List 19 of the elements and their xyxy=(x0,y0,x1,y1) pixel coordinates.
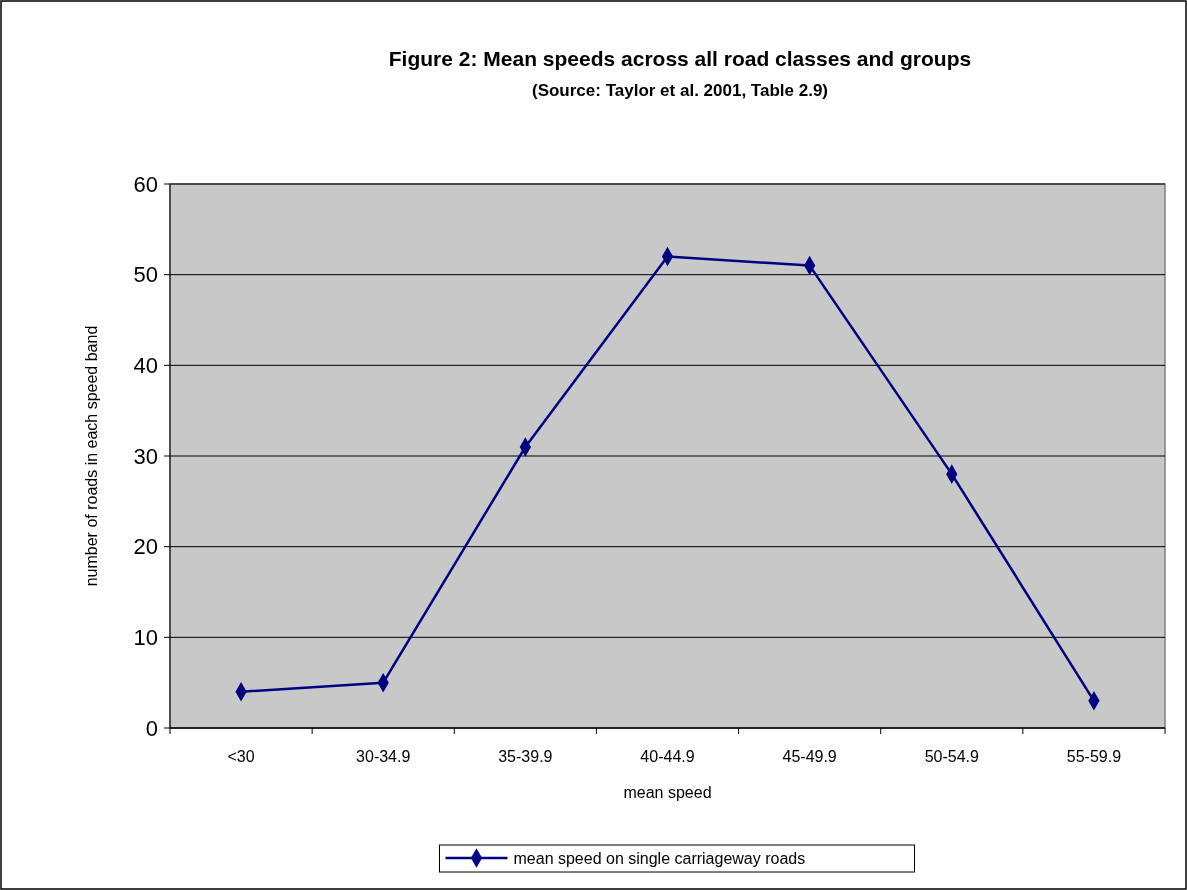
x-tick-label: 40-44.9 xyxy=(640,748,695,765)
y-tick-label: 10 xyxy=(133,625,158,651)
chart-subtitle: (Source: Taylor et al. 2001, Table 2.9) xyxy=(531,81,829,100)
x-tick-label: 45-49.9 xyxy=(782,748,837,765)
chart-title: Figure 2: Mean speeds across all road classes and groups xyxy=(388,47,972,70)
y-tick-label: 50 xyxy=(133,262,158,288)
y-tick-label: 30 xyxy=(133,443,158,469)
y-tick-label: 0 xyxy=(145,715,158,741)
legend-label: mean speed on single carriageway roads xyxy=(513,849,806,867)
x-axis-title: mean speed xyxy=(623,784,712,801)
x-tick-label: 55-59.9 xyxy=(1066,748,1122,765)
y-axis-title: number of roads in each speed band xyxy=(83,325,100,587)
y-tick-label: 40 xyxy=(133,353,158,379)
x-tick-label: 30-34.9 xyxy=(356,748,411,765)
y-tick-label: 60 xyxy=(133,171,158,197)
x-tick-label: <30 xyxy=(227,748,255,765)
x-tick-label: 50-54.9 xyxy=(924,748,980,765)
y-tick-label: 20 xyxy=(133,534,158,560)
x-tick-label: 35-39.9 xyxy=(498,748,553,765)
